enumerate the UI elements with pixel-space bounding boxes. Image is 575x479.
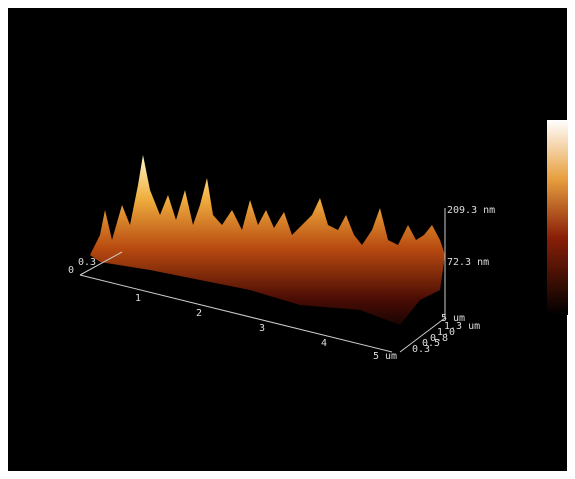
y-label: 1.0 <box>437 327 455 338</box>
x-axis <box>79 274 393 353</box>
y-axis <box>399 317 446 353</box>
axes <box>79 208 446 353</box>
x-label: 2 <box>196 308 202 319</box>
y-label: 5 um <box>441 313 465 324</box>
origin-label: 0 <box>68 265 74 276</box>
y-label: 0.5 <box>422 338 440 349</box>
z-label: 72.3 nm <box>447 257 489 268</box>
color-scale <box>547 120 568 315</box>
x-label: 1 <box>135 293 141 304</box>
origin-label: 0.3 <box>78 257 96 268</box>
y-label: 0.8 <box>430 333 448 344</box>
x-label: 5 um <box>373 351 397 362</box>
origin-axis <box>79 251 123 276</box>
surface <box>90 155 445 325</box>
z-label: 209.3 nm <box>447 205 495 216</box>
x-label: 4 <box>321 338 327 349</box>
x-label: 3 <box>259 323 265 334</box>
y-label: 1.3 um <box>444 321 480 332</box>
y-label: 0.3 <box>412 344 430 355</box>
